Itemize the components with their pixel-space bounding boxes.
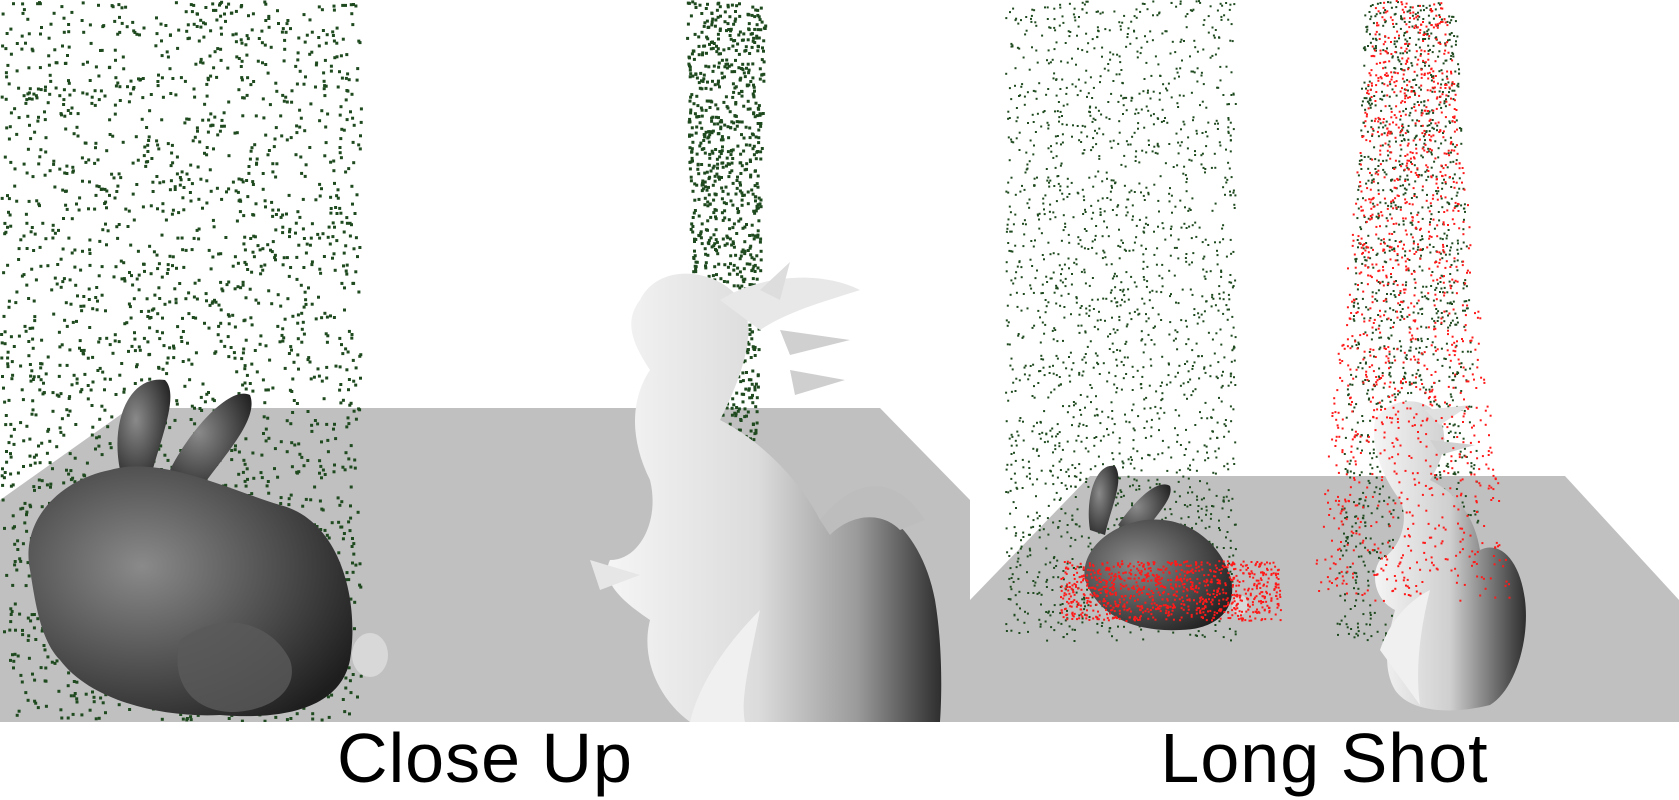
floor-plane [970, 476, 1679, 722]
long-shot-panel [970, 0, 1679, 722]
bunny-model [28, 379, 388, 717]
dragon-model [590, 262, 942, 722]
long-shot-caption: Long Shot [1160, 719, 1489, 797]
dragon-model [1374, 401, 1526, 711]
close-up-caption: Close Up [337, 719, 633, 797]
close-up-panel [0, 0, 970, 722]
bunny-model [1084, 465, 1248, 631]
close-up-scene [0, 0, 970, 722]
long-shot-scene [970, 0, 1679, 722]
red-particles [1060, 0, 1511, 622]
